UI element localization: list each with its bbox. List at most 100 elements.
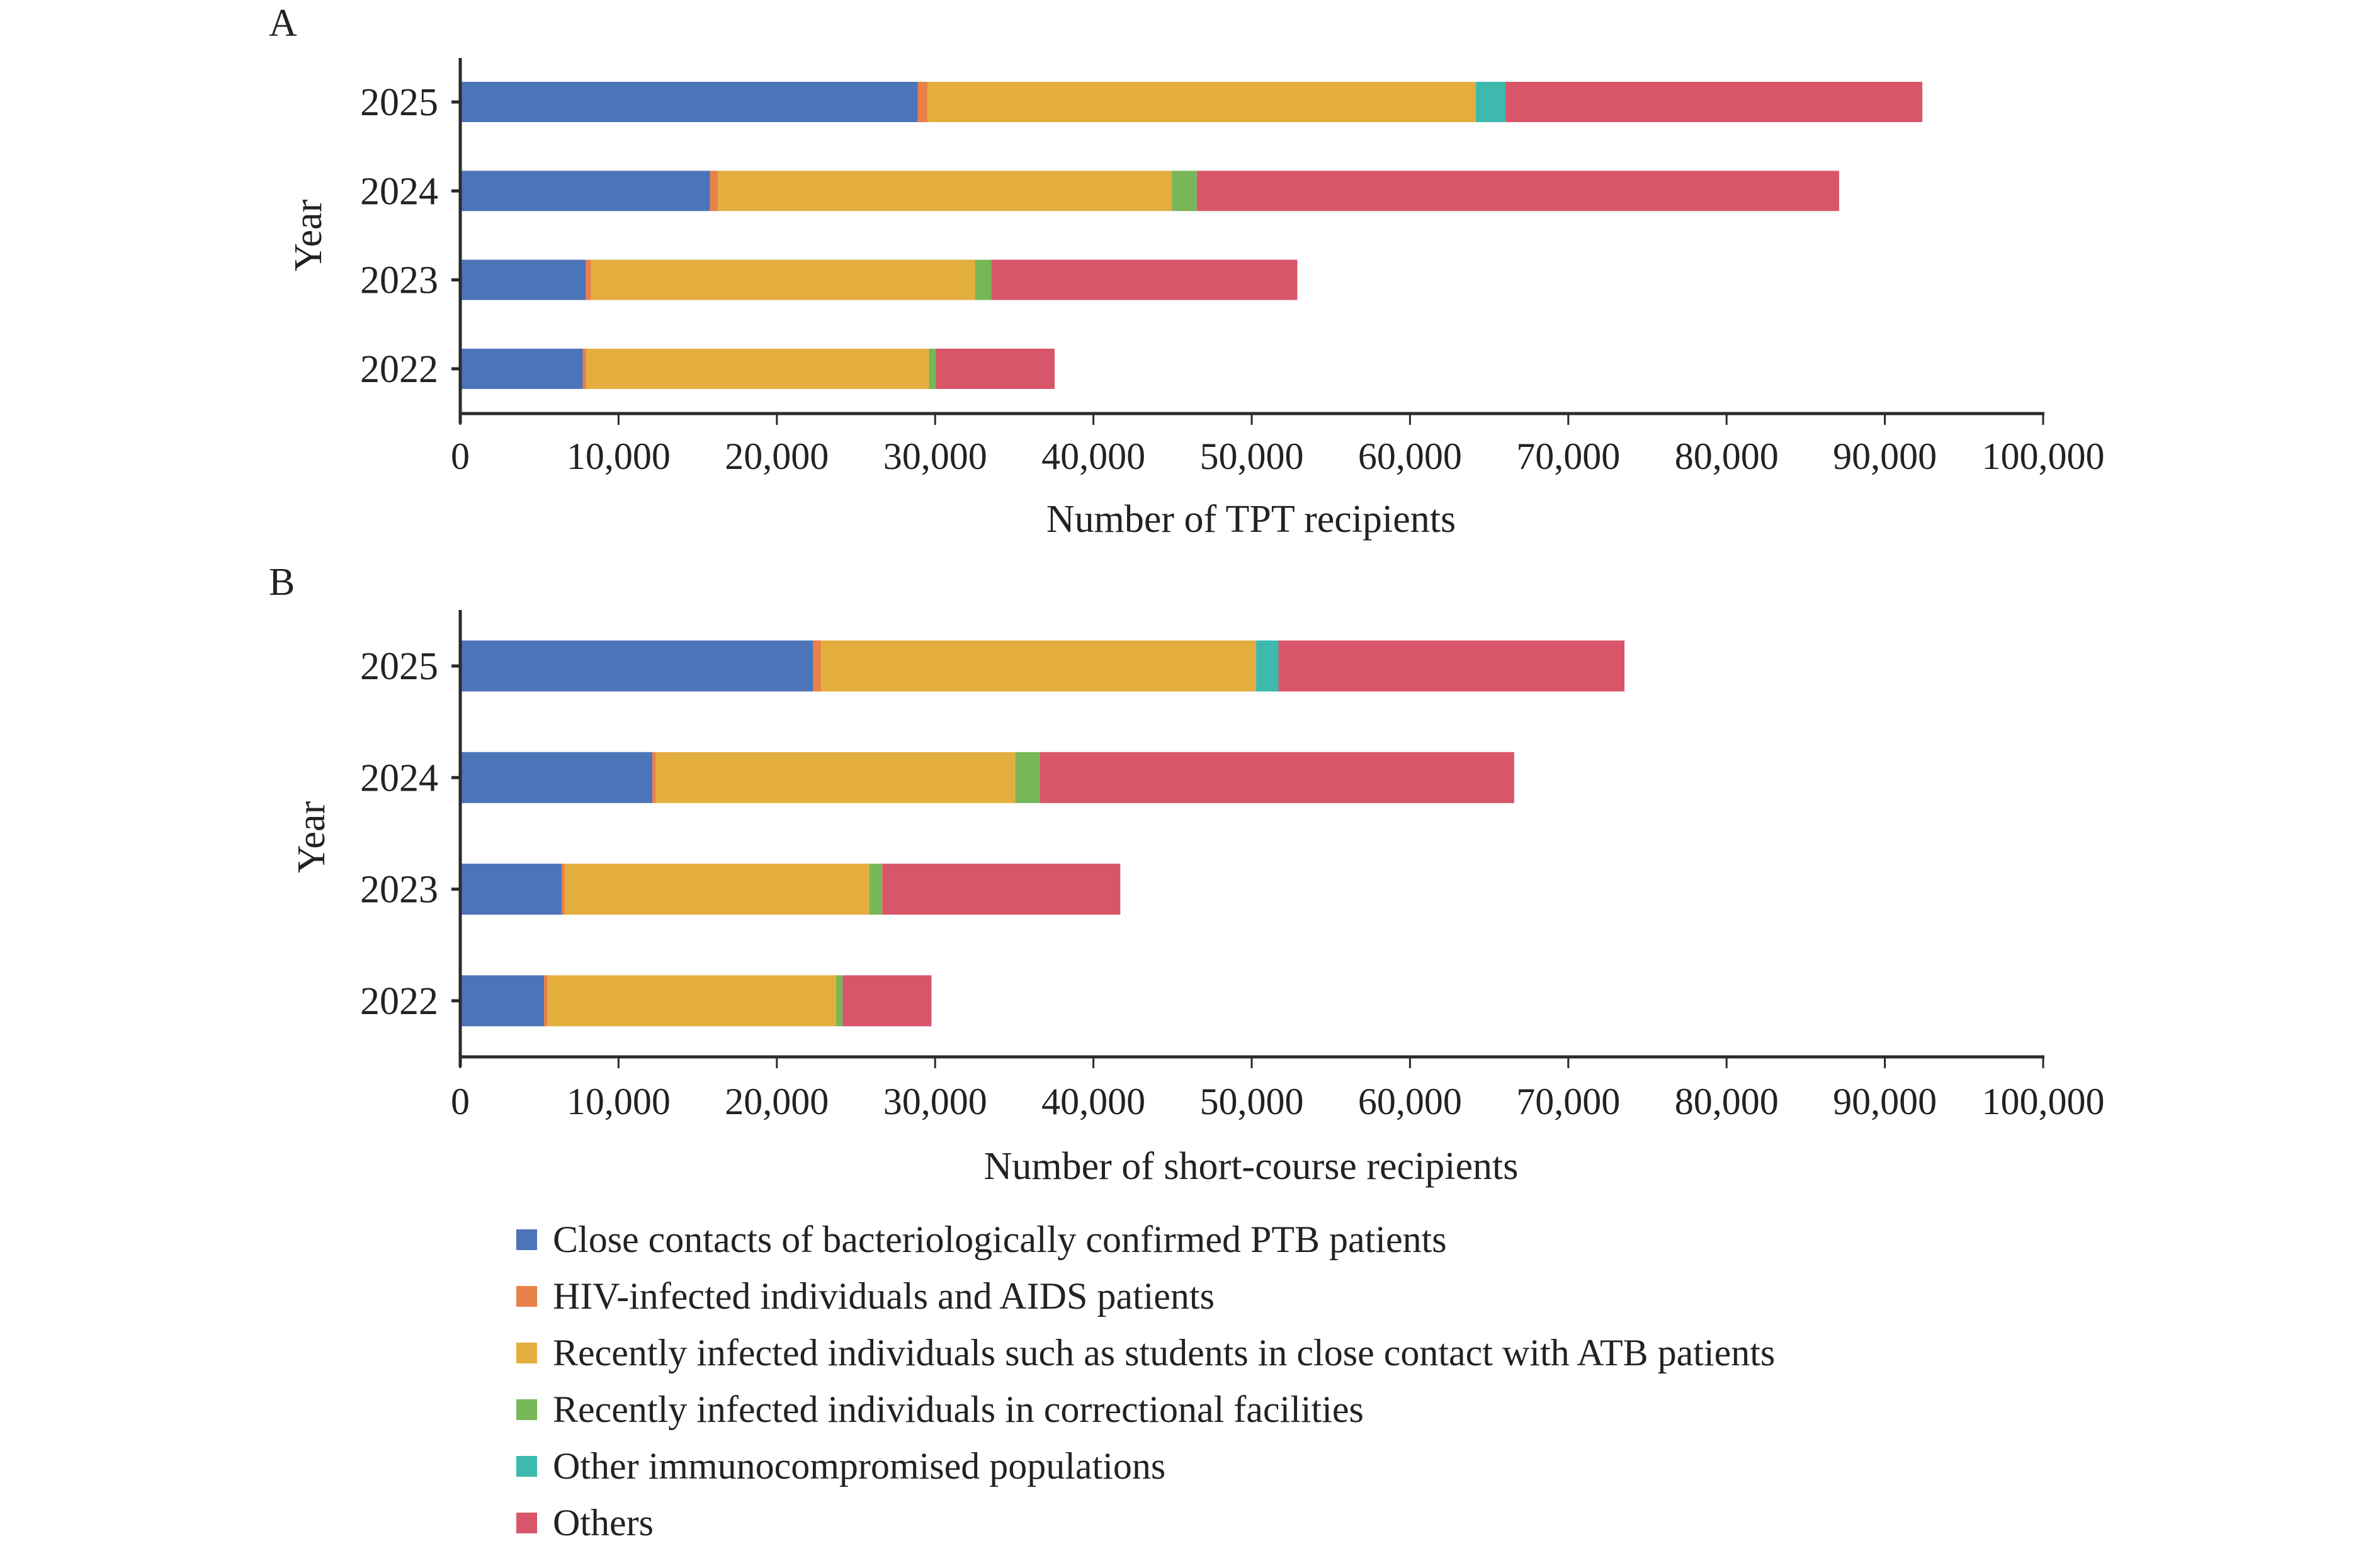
- panel-b-bar-2025-hiv: [813, 640, 821, 692]
- panel-a-bar-2025-immunocompromised: [1475, 82, 1505, 122]
- panel-b-bar-2022-correctional: [836, 975, 843, 1027]
- legend-item-close-contacts: Close contacts of bacteriologically conf…: [516, 1211, 1775, 1268]
- panel-b-x-tick-label: 100,000: [1982, 1081, 2105, 1122]
- panel-a-bar-2024-hiv: [710, 171, 718, 212]
- panel-a-bar-2022-hiv: [582, 348, 587, 389]
- panel-a-x-tick-label: 0: [451, 436, 470, 477]
- panel-b-bar-2023-correctional: [869, 864, 883, 915]
- legend: Close contacts of bacteriologically conf…: [516, 1211, 1775, 1551]
- panel-b-bar-2024-correctional: [1015, 752, 1040, 803]
- panel-b-y-tick-label: 2025: [360, 645, 438, 688]
- panel-b-bar-2024-others: [1040, 752, 1514, 803]
- legend-label: Others: [553, 1502, 654, 1543]
- panel-a-bars: [460, 82, 1923, 389]
- panel-a-x-tick-label: 50,000: [1200, 436, 1304, 477]
- panel-a-x-axis-title: Number of TPT recipients: [1046, 498, 1456, 541]
- panel-a-axes: 2025 2024 2023 2022 0 10,000 20,000 30,000 40,00…: [360, 58, 2105, 477]
- panel-a-x-tick-label: 20,000: [725, 436, 829, 477]
- panel-a-y-tick-label: 2025: [360, 81, 438, 124]
- panel-b-x-tick-label: 50,000: [1200, 1081, 1304, 1122]
- panel-a-y-tick-label: 2024: [360, 170, 438, 213]
- panel-b-y-tick-label: 2024: [360, 757, 438, 799]
- panel-b-bar-2024-hiv: [652, 752, 656, 803]
- panel-a-chart: A Year 2025 2024 2023 2022 0 10,000 20,000 30,0…: [269, 2, 2105, 541]
- panel-a-letter: A: [269, 2, 297, 45]
- panel-b-letter: B: [269, 561, 295, 604]
- panel-b-x-tick-label: 0: [451, 1081, 470, 1122]
- panel-b-x-tick-label: 60,000: [1358, 1081, 1462, 1122]
- panel-b-x-tick-label: 70,000: [1516, 1081, 1620, 1122]
- panel-b-chart: B Year 2025 2024 2023 2022 0 10,000 20,000 30,0…: [269, 561, 2105, 1188]
- panel-a-bar-2025-recent-students: [927, 82, 1476, 122]
- panel-a-bar-2024-others: [1196, 171, 1839, 212]
- legend-swatch-recent-students: [516, 1342, 537, 1363]
- panel-a-bar-2022-correctional: [929, 348, 936, 389]
- panel-b-bar-2025-recent-students: [820, 640, 1257, 692]
- panel-a-x-tick-label: 40,000: [1041, 436, 1145, 477]
- panel-a-bar-2023-close-contacts: [460, 259, 586, 300]
- legend-swatch-hiv: [516, 1285, 537, 1307]
- panel-a-x-tick-label: 100,000: [1982, 436, 2105, 477]
- panel-a-bar-2022-recent-students: [586, 348, 929, 389]
- panel-a-x-tick-label: 10,000: [567, 436, 671, 477]
- panel-b-x-tick-label: 10,000: [567, 1081, 671, 1122]
- panel-b-bar-2024-recent-students: [655, 752, 1016, 803]
- panel-b-bar-2022-hiv: [543, 975, 548, 1027]
- legend-item-correctional: Recently infected individuals in correct…: [516, 1381, 1775, 1438]
- panel-b-x-tick-label: 80,000: [1675, 1081, 1779, 1122]
- panel-b-y-tick-label: 2022: [360, 980, 438, 1023]
- panel-b-x-tick-label: 20,000: [725, 1081, 829, 1122]
- panel-a-x-tick-label: 90,000: [1833, 436, 1937, 477]
- legend-swatch-immunocompromised: [516, 1455, 537, 1477]
- panel-b-bar-2025-immunocompromised: [1256, 640, 1279, 692]
- legend-item-recent-students: Recently infected individuals such as st…: [516, 1324, 1775, 1381]
- panel-a-bar-2024-correctional: [1172, 171, 1197, 212]
- panel-b-bar-2023-hiv: [561, 864, 565, 915]
- legend-swatch-close-contacts: [516, 1229, 537, 1250]
- panel-a-y-tick-label: 2022: [360, 348, 438, 391]
- panel-a-bar-2025-hiv: [917, 82, 928, 122]
- panel-a-bar-2023-others: [991, 259, 1298, 300]
- legend-label: Recently infected individuals such as st…: [553, 1332, 1776, 1373]
- panel-b-bar-2022-close-contacts: [460, 975, 544, 1027]
- panel-b-x-tick-label: 40,000: [1041, 1081, 1145, 1122]
- panel-a-bar-2023-hiv: [586, 259, 591, 300]
- panel-b-bars: [460, 640, 1625, 1027]
- panel-a-bar-2024-recent-students: [718, 171, 1172, 212]
- panel-a-y-axis-title: Year: [287, 200, 330, 272]
- panel-a-x-tick-label: 30,000: [883, 436, 987, 477]
- panel-b-bar-2023-close-contacts: [460, 864, 562, 915]
- panel-a-bar-2023-recent-students: [591, 259, 975, 300]
- legend-item-others: Others: [516, 1494, 1775, 1551]
- panel-a-bar-2025-close-contacts: [460, 82, 918, 122]
- panel-a-bar-2022-others: [936, 348, 1055, 389]
- panel-b-bar-2025-close-contacts: [460, 640, 813, 692]
- legend-label: Recently infected individuals in correct…: [553, 1389, 1364, 1430]
- legend-swatch-correctional: [516, 1399, 537, 1420]
- panel-a-y-tick-label: 2023: [360, 259, 438, 302]
- panel-a-bar-2023-correctional: [975, 259, 992, 300]
- legend-label: Close contacts of bacteriologically conf…: [553, 1219, 1447, 1260]
- panel-b-bar-2023-recent-students: [564, 864, 870, 915]
- legend-swatch-others: [516, 1512, 537, 1533]
- panel-a-x-tick-label: 70,000: [1516, 436, 1620, 477]
- legend-item-immunocompromised: Other immunocompromised populations: [516, 1438, 1775, 1494]
- legend-label: Other immunocompromised populations: [553, 1445, 1166, 1487]
- panel-b-bar-2024-close-contacts: [460, 752, 652, 803]
- panel-a-bar-2025-others: [1505, 82, 1923, 122]
- panel-b-x-axis-title: Number of short-course recipients: [984, 1145, 1519, 1188]
- panel-b-bar-2023-others: [882, 864, 1121, 915]
- panel-b-x-tick-label: 90,000: [1833, 1081, 1937, 1122]
- panel-b-bar-2025-others: [1278, 640, 1625, 692]
- panel-a-bar-2024-close-contacts: [460, 171, 710, 212]
- panel-a-x-tick-label: 80,000: [1675, 436, 1779, 477]
- legend-label: HIV-infected individuals and AIDS patien…: [553, 1275, 1215, 1317]
- panel-b-y-axis-title: Year: [290, 801, 333, 874]
- panel-b-y-tick-label: 2023: [360, 869, 438, 911]
- panel-b-bar-2022-others: [842, 975, 932, 1027]
- panel-b-bar-2022-recent-students: [547, 975, 836, 1027]
- panel-a-x-tick-label: 60,000: [1358, 436, 1462, 477]
- panel-b-axes: 2025 2024 2023 2022 0 10,000 20,000 30,000 40,00…: [360, 610, 2105, 1122]
- panel-a-bar-2022-close-contacts: [460, 348, 583, 389]
